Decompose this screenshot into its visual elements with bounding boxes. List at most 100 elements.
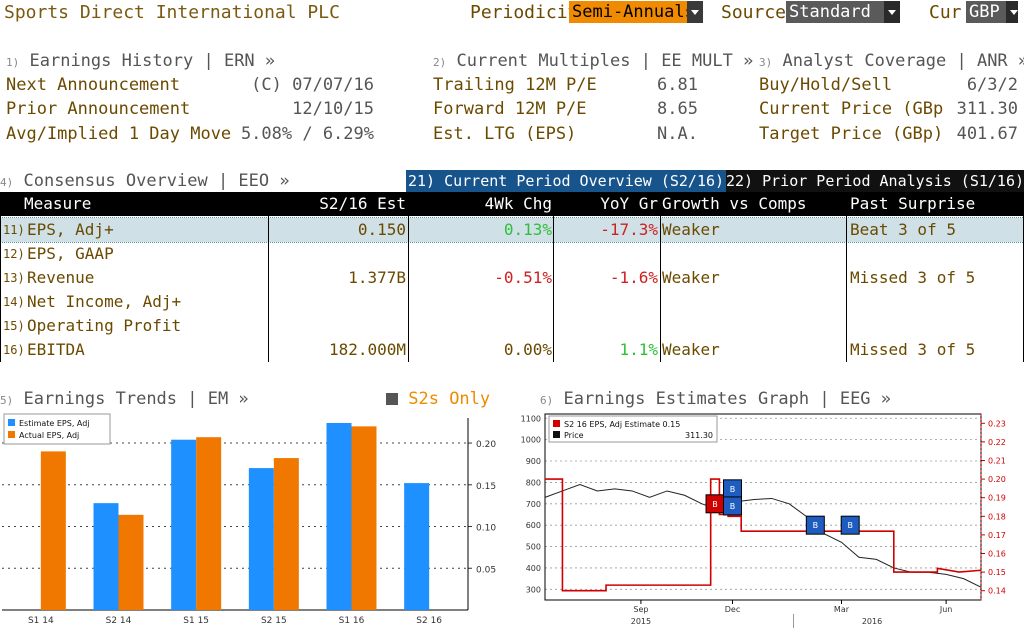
yoy-cell	[554, 242, 658, 266]
x-tick-label: S2 14	[106, 616, 132, 626]
table-row[interactable]: 15) Operating Profit	[0, 314, 1024, 338]
section-title: Earnings History | ERN »	[29, 51, 276, 71]
estimate-line	[545, 478, 982, 592]
right-tick-label: 0.19	[988, 494, 1006, 503]
surprise-cell: Missed 3 of 5	[850, 340, 976, 359]
measure-cell[interactable]: Operating Profit	[27, 316, 182, 335]
comps-cell: Weaker	[662, 340, 720, 359]
tab-current-period[interactable]: 21) Current Period Overview (S2/16)	[406, 170, 726, 192]
legend-label: Actual EPS, Adj	[19, 431, 79, 440]
x-tick-label: Jun	[939, 605, 953, 614]
kv-value: 12/10/15	[292, 99, 374, 119]
s2s-only-label: S2s Only	[408, 389, 491, 409]
legend-box	[3, 413, 111, 445]
surprise-cell: Missed 3 of 5	[850, 268, 976, 287]
source-label: Source	[721, 2, 787, 23]
tab-prior-period[interactable]: 22) Prior Period Analysis (S1/16)	[726, 170, 1024, 192]
periodicity-label: Periodicity	[470, 2, 590, 23]
est-cell	[270, 290, 406, 314]
table-row[interactable]: 11) EPS, Adj+ 0.150 0.13% -17.3% Weaker Beat 3…	[0, 217, 1024, 243]
kv-value: 311.30	[956, 99, 1018, 119]
kv-value: 6/3/2	[966, 75, 1018, 95]
measure-cell[interactable]: Net Income, Adj+	[27, 292, 182, 311]
yoy-cell: -17.3%	[600, 220, 658, 239]
legend-swatch	[8, 431, 15, 438]
chg-cell: 0.13%	[503, 220, 552, 239]
marker-label: B	[730, 485, 736, 494]
checkbox-icon	[386, 393, 398, 405]
chevron-down-icon	[687, 1, 703, 23]
section-number: 5)	[0, 394, 14, 407]
table-row[interactable]: 13) Revenue 1.377B -0.51% -1.6% Weaker Missed …	[0, 266, 1024, 290]
earnings-trends-link[interactable]: 5) Earnings Trends | EM »	[0, 389, 249, 409]
right-tick-label: 0.15	[988, 568, 1006, 577]
est-cell	[270, 242, 406, 266]
kv-label: Target Price (GBp)	[759, 124, 944, 144]
y-tick-label: 0.20	[476, 440, 496, 450]
current-multiples-link[interactable]: 2) Current Multiples | EE MULT »	[433, 51, 753, 71]
yoy-cell: -1.6%	[609, 268, 658, 287]
earnings-history-link[interactable]: 1) Earnings History | ERN »	[6, 51, 275, 71]
bar	[118, 514, 144, 610]
section-number: 4)	[0, 176, 14, 189]
row-number: 15)	[3, 319, 25, 333]
security-title: Sports Direct International PLC	[4, 2, 340, 23]
kv-value: 6.81	[657, 75, 698, 95]
surprise-cell	[850, 290, 1020, 314]
measure-cell[interactable]: Revenue	[27, 268, 95, 287]
column-header[interactable]: YoY Gr	[600, 194, 658, 213]
column-header[interactable]: 4Wk Chg	[484, 194, 552, 213]
chg-cell: 0.00%	[503, 340, 552, 359]
x-tick-label: S2 15	[261, 616, 287, 626]
table-row[interactable]: 14) Net Income, Adj+	[0, 290, 1024, 314]
left-tick-label: 700	[526, 500, 541, 509]
comps-cell: Weaker	[662, 220, 720, 239]
right-tick-label: 0.17	[988, 531, 1006, 540]
source-value: Standard	[789, 2, 871, 22]
table-row[interactable]: 12) EPS, GAAP	[0, 242, 1024, 266]
column-header[interactable]: Past Surprise	[850, 194, 976, 213]
periodicity-dropdown[interactable]: Semi-Annuals	[569, 1, 703, 23]
kv-value: N.A.	[657, 124, 698, 144]
x-tick-label: Dec	[725, 605, 740, 614]
right-tick-label: 0.18	[988, 512, 1006, 521]
column-header[interactable]: Growth vs Comps	[662, 194, 807, 213]
bar	[404, 483, 430, 610]
measure-cell[interactable]: EPS, GAAP	[27, 244, 114, 263]
surprise-cell	[850, 314, 1020, 338]
right-tick-label: 0.16	[988, 550, 1006, 559]
marker-label: B	[712, 500, 718, 509]
x-tick-label: S2 16	[416, 616, 442, 626]
currency-dropdown[interactable]: GBP	[966, 1, 1018, 23]
analyst-coverage-link[interactable]: 3) Analyst Coverage | ANR »	[759, 51, 1024, 71]
row-number: 12)	[3, 247, 25, 261]
legend-label: S2 16 EPS, Adj Estimate 0.15	[564, 420, 680, 429]
consensus-overview-link[interactable]: 4) Consensus Overview | EEO »	[0, 171, 290, 191]
right-tick-label: 0.20	[988, 475, 1006, 484]
x-year-label: 2015	[631, 617, 651, 626]
comps-cell	[662, 290, 846, 314]
s2s-only-toggle[interactable]: S2s Only	[386, 389, 490, 409]
table-row[interactable]: 16) EBITDA 182.000M 0.00% 1.1% Weaker Missed 3…	[0, 338, 1024, 362]
x-tick-label: S1 15	[183, 616, 209, 626]
column-header[interactable]: Measure	[24, 194, 92, 213]
kv-label: Next Announcement	[6, 75, 180, 95]
marker-box	[840, 515, 860, 535]
legend-swatch	[8, 419, 15, 426]
yoy-cell: 1.1%	[619, 340, 658, 359]
legend: S2 16 EPS, Adj Estimate 0.15 Price 311.30	[548, 415, 718, 443]
bar	[351, 426, 377, 610]
legend-box	[548, 415, 718, 443]
column-header[interactable]: S2/16 Est	[319, 194, 406, 213]
earnings-estimates-chart: 300 400 500 600 700 800 900 1000 1100 0.14 0.15 0.1…	[521, 413, 1006, 628]
bar	[93, 503, 119, 610]
kv-label: Trailing 12M P/E	[433, 75, 597, 95]
section-title: Earnings Trends | EM »	[23, 389, 249, 409]
row-number: 16)	[3, 343, 25, 357]
measure-cell[interactable]: EBITDA	[27, 340, 85, 359]
event-marker: B	[705, 494, 725, 514]
source-dropdown[interactable]: Standard	[786, 1, 900, 23]
measure-cell[interactable]: EPS, Adj+	[27, 220, 114, 239]
comps-cell	[662, 242, 846, 266]
earnings-estimates-graph-link[interactable]: 6) Earnings Estimates Graph | EEG »	[540, 389, 891, 409]
